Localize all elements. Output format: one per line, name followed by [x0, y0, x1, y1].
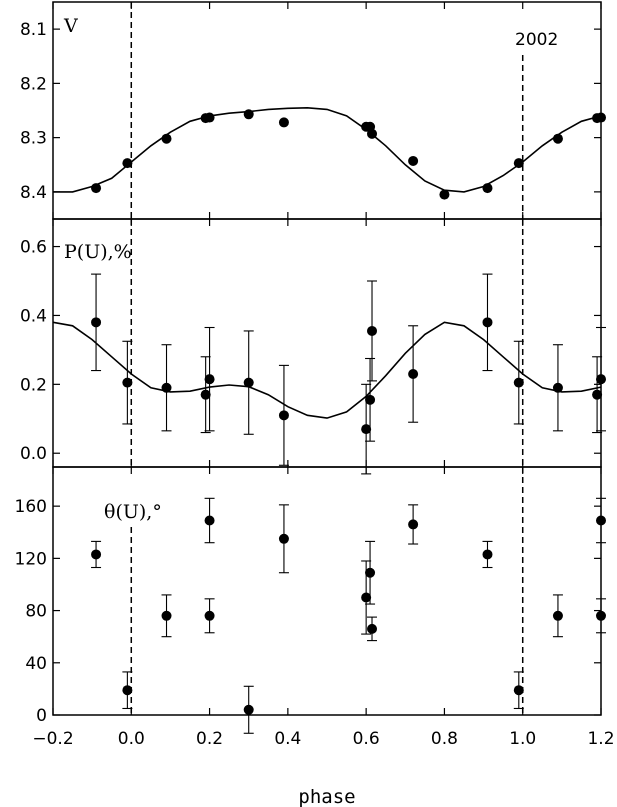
- data-point: [596, 374, 606, 385]
- data-point: [122, 685, 133, 696]
- data-point: [482, 549, 493, 560]
- y-tick-label: 8.1: [20, 20, 47, 40]
- y-tick-label: 80: [25, 602, 47, 622]
- data-points: [91, 109, 606, 734]
- data-point: [278, 117, 289, 128]
- data-point: [204, 610, 215, 621]
- data-point: [122, 158, 133, 169]
- data-point: [204, 112, 215, 123]
- model-curve-0: [53, 106, 602, 193]
- data-point: [91, 317, 102, 328]
- data-point: [361, 592, 372, 603]
- x-tick-label: 0.0: [118, 729, 145, 749]
- data-point: [513, 685, 524, 696]
- panel-frame-2: [52, 466, 602, 716]
- data-point: [161, 610, 172, 621]
- data-point: [408, 369, 419, 379]
- data-point: [367, 325, 378, 336]
- x-tick-label: −0.2: [32, 729, 73, 749]
- data-point: [204, 374, 215, 385]
- data-point: [596, 610, 606, 621]
- data-point: [408, 155, 419, 166]
- x-tick-label: 0.4: [274, 729, 301, 749]
- data-point: [552, 610, 563, 621]
- data-point: [482, 317, 493, 328]
- panel-v-label: V: [63, 15, 78, 37]
- x-tick-label: 1.2: [587, 729, 614, 749]
- y-tick-label: 0.6: [20, 238, 47, 258]
- data-point: [365, 394, 376, 405]
- data-point: [361, 424, 372, 435]
- year-annotation: 2002: [515, 30, 558, 50]
- x-tick-label: 0.8: [431, 729, 458, 749]
- data-point: [592, 389, 603, 400]
- y-tick-label: 0.0: [20, 444, 47, 464]
- model-curves: [52, 106, 602, 419]
- y-tick-label: 0.4: [20, 306, 47, 326]
- x-tick-label: 0.6: [353, 729, 380, 749]
- axis-ticks: 8.1 8.2 8.3 8.4 0.0 0.2 0.4 0.6 0 40 80 120 160 −0.2 0…: [15, 2, 615, 749]
- data-point: [439, 189, 450, 200]
- data-point: [408, 519, 419, 530]
- data-point: [91, 549, 102, 560]
- y-tick-label: 8.3: [20, 129, 47, 149]
- y-tick-label: 0: [36, 706, 47, 726]
- data-point: [122, 377, 133, 388]
- data-point: [482, 183, 493, 194]
- phase-markers: [130, 2, 524, 715]
- data-point: [91, 183, 102, 194]
- panel-p-label: P(U),%: [64, 241, 132, 263]
- data-point: [552, 133, 563, 144]
- x-tick-label: 0.2: [196, 729, 223, 749]
- data-point: [161, 133, 172, 144]
- x-tick-label: 1.0: [509, 729, 536, 749]
- data-point: [243, 109, 254, 120]
- data-point: [278, 410, 289, 421]
- data-point: [243, 377, 254, 388]
- data-point: [552, 382, 563, 393]
- y-tick-label: 0.2: [20, 375, 47, 395]
- data-point: [200, 389, 211, 400]
- data-point: [204, 515, 215, 526]
- data-point: [596, 515, 606, 526]
- data-point: [367, 128, 378, 139]
- model-curve-1: [52, 321, 602, 419]
- y-tick-label: 120: [15, 549, 47, 569]
- y-tick-label: 40: [25, 654, 47, 674]
- data-point: [513, 158, 524, 169]
- data-point: [161, 382, 172, 393]
- x-axis-label: phase: [298, 786, 355, 807]
- panel-theta-label: θ(U),°: [104, 501, 162, 523]
- data-point: [278, 533, 289, 544]
- data-point: [365, 567, 376, 578]
- data-point: [243, 704, 254, 715]
- data-point: [367, 623, 378, 634]
- y-tick-label: 8.2: [20, 74, 47, 94]
- data-point: [513, 377, 524, 388]
- y-tick-label: 160: [15, 497, 47, 517]
- data-point: [596, 112, 606, 123]
- y-tick-label: 8.4: [20, 183, 47, 203]
